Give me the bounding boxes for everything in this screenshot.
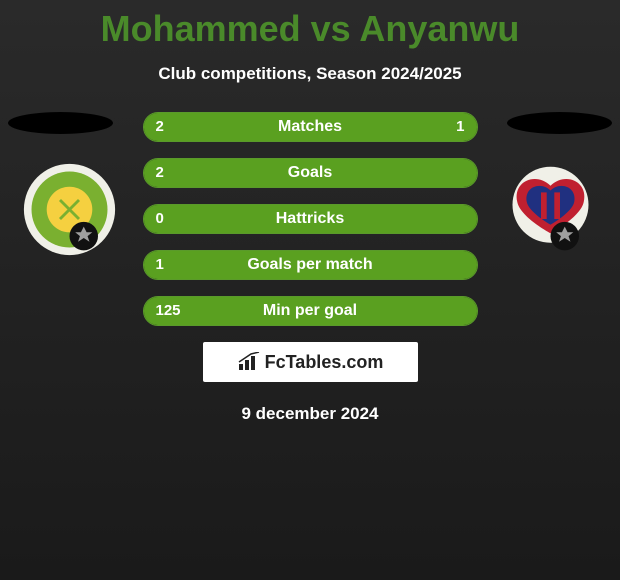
stat-value-left: 1 xyxy=(156,251,164,279)
stat-label: Min per goal xyxy=(144,297,477,325)
stats-rows: Matches21Goals2Hattricks0Goals per match… xyxy=(143,112,478,326)
comparison-title: Mohammed vs Anyanwu xyxy=(0,0,620,50)
stat-row: Goals per match1 xyxy=(143,250,478,280)
stat-value-left: 2 xyxy=(156,113,164,141)
comparison-subtitle: Club competitions, Season 2024/2025 xyxy=(0,64,620,84)
stat-label: Matches xyxy=(144,113,477,141)
stat-row: Min per goal125 xyxy=(143,296,478,326)
badge-left-svg xyxy=(22,162,117,257)
team-badge-right xyxy=(503,162,598,257)
stat-row: Matches2 1 xyxy=(143,112,478,142)
stat-label: Hattricks xyxy=(144,205,477,233)
stat-value-left: 125 xyxy=(156,297,181,325)
stat-value-left: 0 xyxy=(156,205,164,233)
shadow-right xyxy=(507,112,612,134)
stat-value-left: 2 xyxy=(156,159,164,187)
stat-value-right: 1 xyxy=(456,113,464,141)
stat-row: Hattricks0 xyxy=(143,204,478,234)
brand-logo: FcTables.com xyxy=(237,352,384,373)
shadow-left xyxy=(8,112,113,134)
brand-box: FcTables.com xyxy=(203,342,418,382)
comparison-date: 9 december 2024 xyxy=(0,404,620,424)
comparison-content: Matches21Goals2Hattricks0Goals per match… xyxy=(0,112,620,424)
team-badge-left xyxy=(22,162,117,257)
brand-text: FcTables.com xyxy=(265,352,384,373)
chart-icon xyxy=(237,352,263,372)
stat-label: Goals xyxy=(144,159,477,187)
stat-label: Goals per match xyxy=(144,251,477,279)
badge-right-svg xyxy=(503,162,598,257)
stat-row: Goals2 xyxy=(143,158,478,188)
